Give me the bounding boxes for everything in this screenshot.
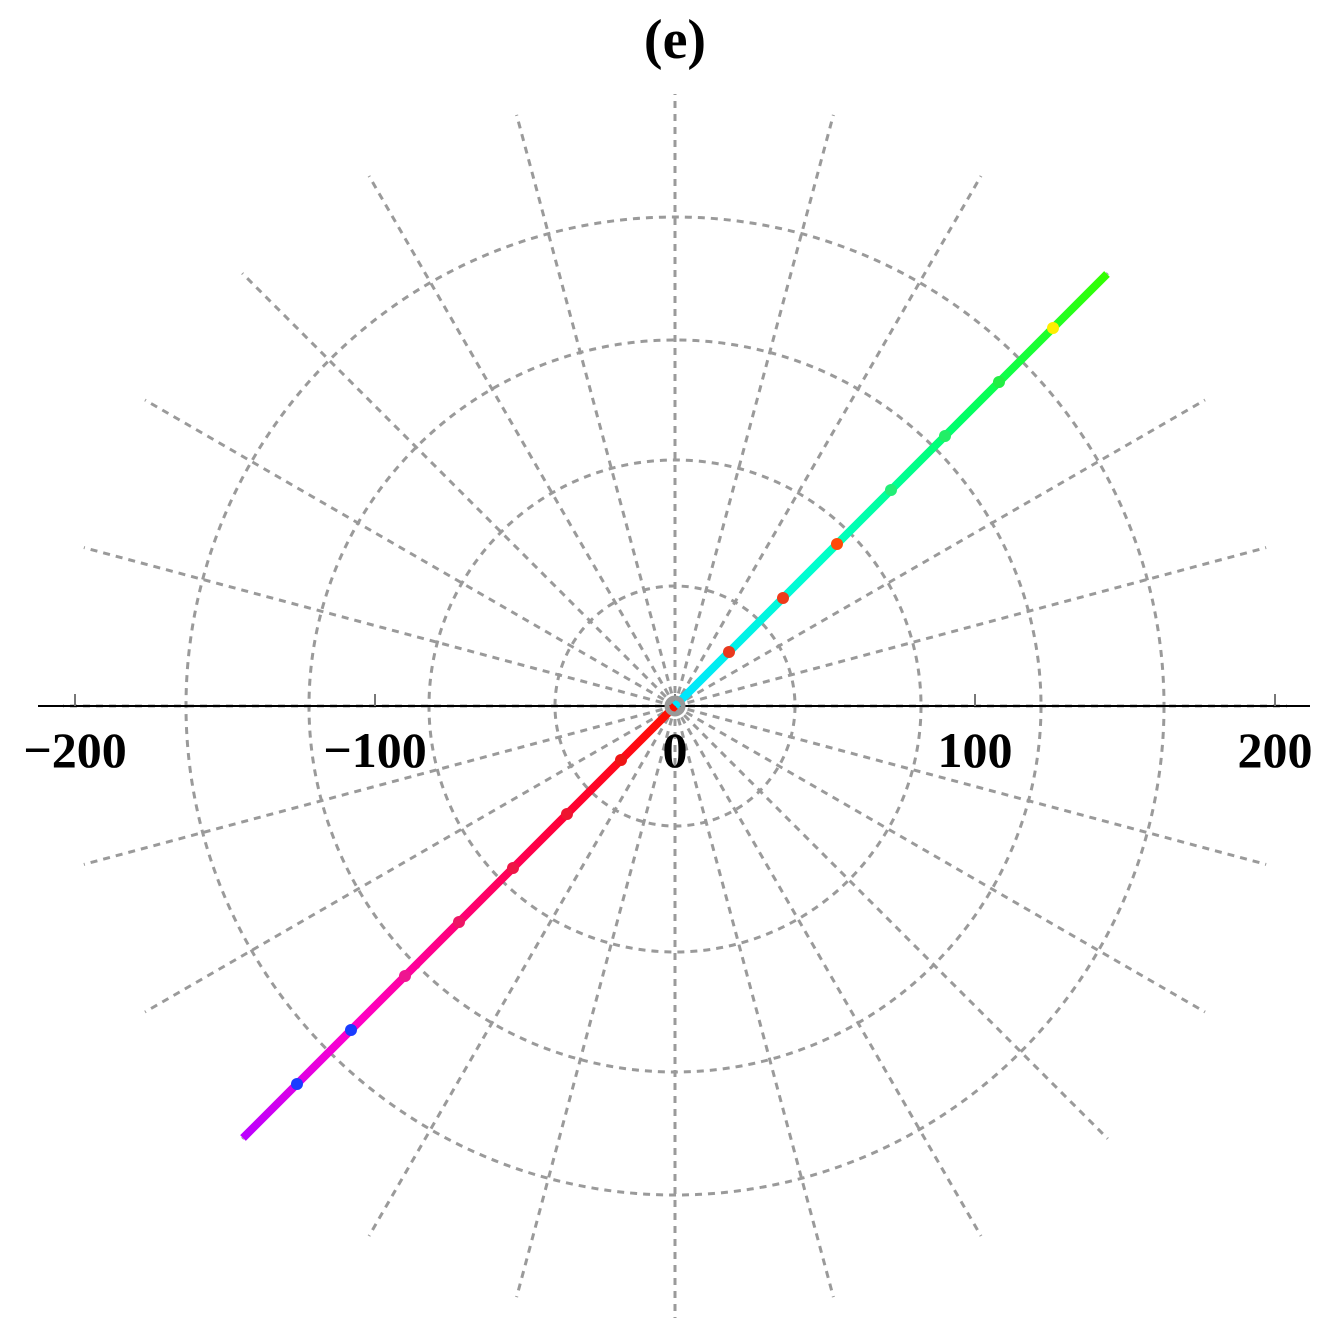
- grid-spoke-9: [367, 175, 677, 707]
- data-point: [939, 430, 951, 442]
- data-point: [453, 916, 465, 928]
- grid-spoke-22: [673, 704, 1109, 1140]
- grid-spoke-8: [515, 114, 677, 707]
- grid-spoke-5: [673, 175, 983, 707]
- grid-spoke-24: [674, 704, 1267, 866]
- data-point: [885, 484, 897, 496]
- data-point: [399, 970, 411, 982]
- x-tick-label: 100: [938, 722, 1013, 778]
- grid-spoke-3: [674, 398, 1206, 708]
- data-point: [723, 646, 735, 658]
- grid-spoke-17: [367, 705, 677, 1237]
- grid-spoke-21: [673, 705, 983, 1237]
- grid-spoke-6: [673, 114, 835, 707]
- chart-title: (e): [644, 9, 706, 71]
- grid-spoke-12: [83, 546, 676, 708]
- series-layer: [240, 271, 1110, 1141]
- x-tick-label: −100: [323, 722, 427, 778]
- data-point: [507, 862, 519, 874]
- data-point: [291, 1078, 303, 1090]
- grid-spoke-20: [673, 705, 835, 1298]
- grid-spoke-14: [83, 704, 676, 866]
- grid-spoke-10: [241, 272, 677, 708]
- grid-spoke-18: [515, 705, 677, 1298]
- x-tick-label: 200: [1238, 722, 1313, 778]
- data-point: [615, 754, 627, 766]
- x-tick-label: −200: [23, 722, 127, 778]
- data-point: [345, 1024, 357, 1036]
- grid-spoke-11: [144, 398, 676, 708]
- grid-spoke-15: [144, 704, 676, 1014]
- data-point: [1047, 322, 1059, 334]
- data-point: [561, 808, 573, 820]
- data-point: [993, 376, 1005, 388]
- origin-marker: [664, 695, 686, 717]
- x-tick-label: 0: [663, 722, 688, 778]
- data-point: [777, 592, 789, 604]
- tick-labels: −200 −100 0 100 200: [23, 722, 1312, 778]
- grid-spoke-23: [674, 704, 1206, 1014]
- data-point: [831, 538, 843, 550]
- grid-spoke-2: [674, 546, 1267, 708]
